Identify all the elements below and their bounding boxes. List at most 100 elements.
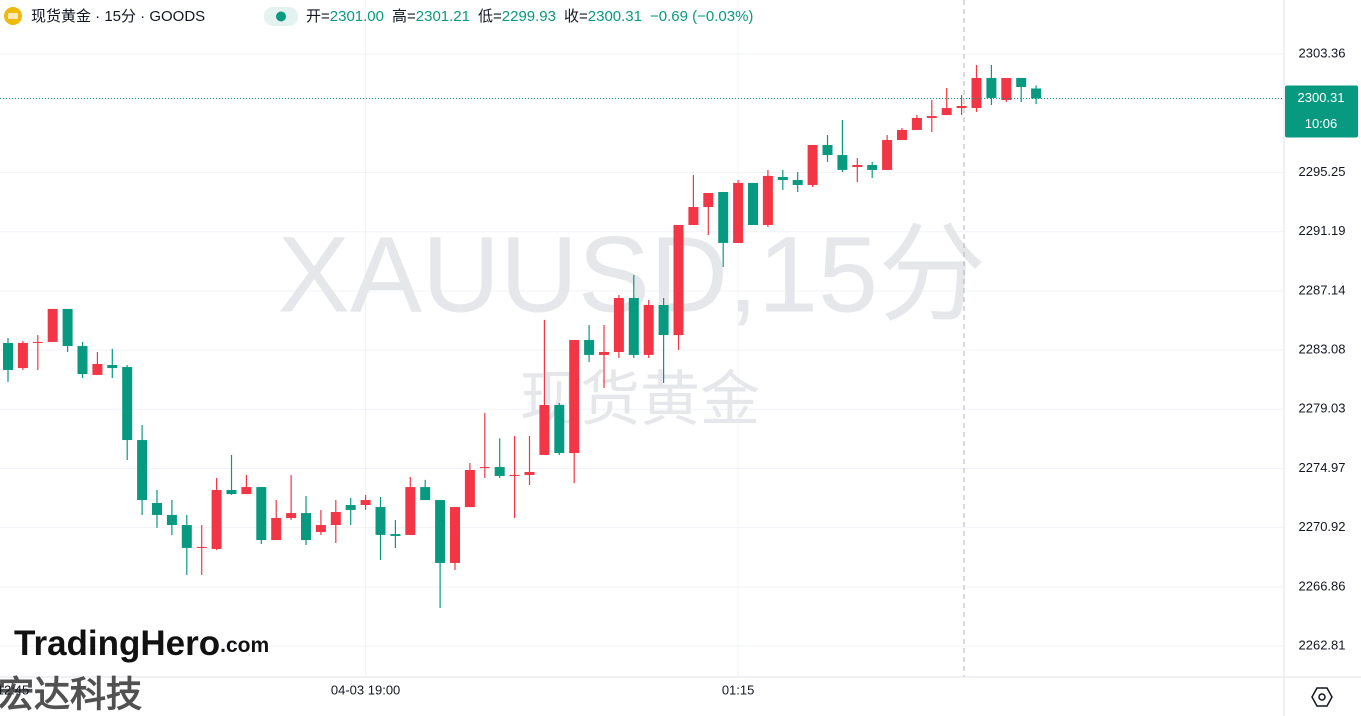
candle-body — [926, 116, 937, 118]
settings-icon — [1318, 693, 1326, 701]
candle-body — [77, 346, 88, 375]
candle-body — [32, 341, 43, 343]
change: −0.69 (−0.03%) — [650, 8, 753, 25]
candle-body — [867, 164, 878, 170]
x-tick-label: 04-03 19:00 — [331, 682, 400, 697]
candle-body — [643, 304, 654, 355]
candle-body — [47, 308, 58, 342]
candle-body — [1001, 77, 1012, 101]
candle-body — [360, 500, 371, 506]
y-tick-label: 2283.08 — [1299, 342, 1346, 357]
candle-body — [286, 513, 297, 519]
candle-body — [92, 363, 103, 375]
y-tick-label: 2262.81 — [1299, 637, 1346, 652]
ohlc-values: 开=2301.00 高=2301.21 低=2299.93 收=2300.31 −0.6… — [306, 8, 753, 25]
candle-body — [762, 175, 773, 225]
candle-body — [777, 176, 788, 181]
candle-body — [733, 182, 744, 243]
ohlc-value: 2299.93 — [502, 8, 556, 25]
candle-body — [509, 474, 520, 476]
candle-body — [673, 224, 684, 336]
ohlc-value: 2301.21 — [416, 8, 470, 25]
y-tick-label: 2270.92 — [1299, 519, 1346, 534]
ohlc-value: 2300.31 — [588, 8, 642, 25]
x-tick-label: 12:45 — [0, 682, 29, 697]
ohlc-label: 低= — [478, 8, 502, 25]
logo-brand: TradingHero.com — [14, 624, 269, 663]
candle-body — [152, 502, 162, 515]
candle-body — [450, 507, 460, 563]
candle-body — [599, 352, 609, 355]
candle-body — [435, 500, 446, 563]
plot-area — [3, 64, 1042, 608]
candle-body — [554, 405, 565, 454]
y-tick-label: 2303.36 — [1299, 45, 1346, 60]
candle-body — [613, 297, 624, 353]
candle-body — [17, 342, 28, 369]
candle-body — [524, 472, 535, 475]
candle-body — [971, 77, 982, 109]
y-tick-label: 2266.86 — [1299, 578, 1346, 593]
candle-body — [494, 467, 505, 476]
candle-body — [1016, 77, 1027, 88]
candle-body — [166, 514, 177, 526]
candle-body — [822, 144, 833, 156]
candle-body — [792, 180, 803, 185]
candle-body — [137, 440, 148, 501]
ohlc-value: 2301.00 — [330, 8, 384, 25]
candle-body — [181, 525, 192, 548]
ohlc-label: 高= — [392, 8, 416, 25]
logo-brand-name: TradingHero — [14, 624, 220, 663]
candle-body — [107, 364, 118, 369]
candle-body — [718, 191, 729, 243]
candle-body — [122, 367, 133, 441]
symbol-title[interactable]: 现货黄金 · 15分 · GOODS — [31, 8, 205, 25]
candle-body — [986, 77, 997, 98]
candle-body — [539, 405, 550, 455]
candle-body — [956, 105, 967, 109]
last-price-box — [1285, 85, 1358, 138]
candle-body — [897, 129, 907, 141]
candle-body — [852, 164, 863, 168]
candle-body — [837, 155, 848, 170]
y-tick-label: 2274.97 — [1299, 460, 1346, 475]
candle-body — [628, 297, 639, 355]
candle-body — [941, 108, 952, 116]
last-price-label: 2300.31 — [1298, 90, 1345, 105]
countdown-label: 10:06 — [1305, 116, 1338, 131]
candle-body — [911, 117, 922, 130]
ohlc-label: 开= — [306, 8, 330, 25]
candle-body — [330, 512, 341, 526]
candle-body — [688, 207, 699, 225]
candle-body — [748, 182, 758, 225]
candle-body — [345, 505, 356, 510]
candle-body — [241, 487, 252, 495]
candle-body — [301, 513, 311, 541]
y-tick-label: 2295.25 — [1299, 164, 1346, 179]
settings-button[interactable] — [1311, 687, 1333, 707]
candle-body — [882, 140, 893, 170]
candle-body — [569, 340, 580, 454]
candle-body — [703, 193, 714, 208]
candle-body — [420, 487, 431, 501]
candle-body — [271, 518, 282, 541]
candle-body — [464, 469, 475, 508]
candle-body — [390, 534, 401, 536]
logo-domain: .com — [220, 634, 269, 657]
candle-body — [62, 308, 73, 347]
candle-body — [315, 525, 326, 533]
status-dot — [276, 11, 286, 22]
y-tick-label: 2279.03 — [1299, 401, 1346, 416]
candle-body — [658, 304, 669, 336]
candle-body — [479, 467, 490, 469]
candle-body — [256, 487, 267, 541]
candle-body — [1031, 88, 1042, 99]
y-tick-label: 2291.19 — [1299, 223, 1346, 238]
candle-body — [807, 144, 818, 185]
x-tick-label: 01:15 — [722, 682, 755, 697]
candle-body — [584, 340, 595, 355]
candle-body — [3, 342, 13, 370]
candle-body — [211, 489, 222, 549]
symbol-icon-bar — [8, 13, 18, 19]
